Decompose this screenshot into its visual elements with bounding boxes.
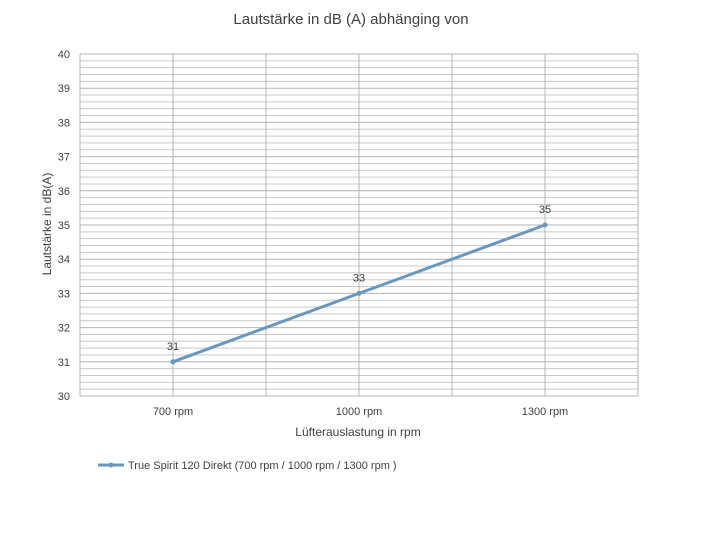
y-tick-label: 38 [58, 117, 70, 129]
x-axis-ticks: 700 rpm 1000 rpm 1300 rpm [153, 406, 568, 418]
legend: True Spirit 120 Direkt (700 rpm / 1000 r… [98, 460, 397, 472]
y-tick-label: 34 [58, 254, 70, 266]
y-tick-label: 30 [58, 391, 70, 403]
series-point [542, 222, 548, 228]
series-point [170, 359, 176, 365]
x-axis-label: Lüfterauslastung in rpm [295, 425, 420, 439]
y-tick-label: 37 [58, 152, 70, 164]
y-tick-label: 33 [58, 288, 70, 300]
y-tick-label: 31 [58, 357, 70, 369]
data-label: 31 [167, 341, 179, 353]
series-point [356, 290, 362, 296]
x-tick-label: 1000 rpm [336, 406, 382, 418]
data-label: 35 [539, 204, 551, 216]
chart-title: Lautstärke in dB (A) abhänging von [233, 11, 468, 28]
x-tick-label: 700 rpm [153, 406, 193, 418]
y-tick-label: 35 [58, 220, 70, 232]
y-tick-label: 39 [58, 83, 70, 95]
x-tick-label: 1300 rpm [522, 406, 568, 418]
legend-marker-swatch [108, 462, 114, 468]
y-tick-label: 40 [58, 49, 70, 61]
y-axis-ticks: 30 31 32 33 34 35 36 37 38 39 40 [58, 49, 70, 403]
y-tick-label: 36 [58, 186, 70, 198]
y-axis-label: Lautstärke in dB(A) [40, 173, 54, 276]
series-layer: 31 33 35 [167, 204, 551, 365]
data-label: 33 [353, 272, 365, 284]
plot-grid [79, 53, 639, 397]
y-tick-label: 32 [58, 323, 70, 335]
legend-entry: True Spirit 120 Direkt (700 rpm / 1000 r… [128, 460, 397, 472]
